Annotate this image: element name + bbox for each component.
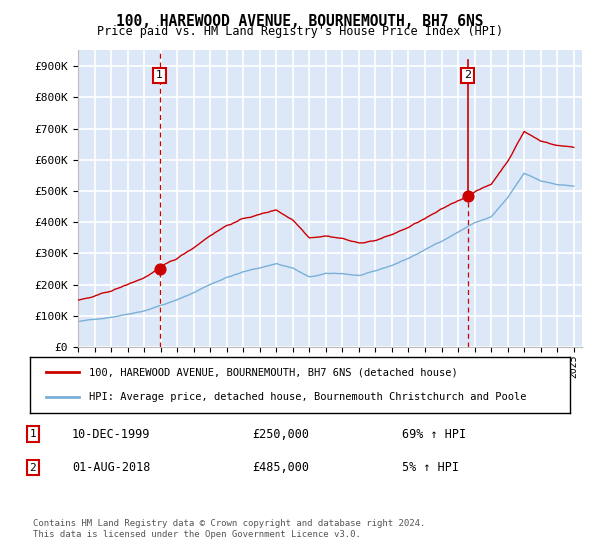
Text: 10-DEC-1999: 10-DEC-1999 xyxy=(72,427,151,441)
Text: 2: 2 xyxy=(29,463,37,473)
Text: £485,000: £485,000 xyxy=(252,461,309,474)
Text: 01-AUG-2018: 01-AUG-2018 xyxy=(72,461,151,474)
Text: 69% ↑ HPI: 69% ↑ HPI xyxy=(402,427,466,441)
Text: 100, HAREWOOD AVENUE, BOURNEMOUTH, BH7 6NS (detached house): 100, HAREWOOD AVENUE, BOURNEMOUTH, BH7 6… xyxy=(89,367,458,377)
Text: HPI: Average price, detached house, Bournemouth Christchurch and Poole: HPI: Average price, detached house, Bour… xyxy=(89,392,527,402)
Text: Contains HM Land Registry data © Crown copyright and database right 2024.
This d: Contains HM Land Registry data © Crown c… xyxy=(33,520,425,539)
Text: 100, HAREWOOD AVENUE, BOURNEMOUTH, BH7 6NS: 100, HAREWOOD AVENUE, BOURNEMOUTH, BH7 6… xyxy=(116,14,484,29)
Text: 5% ↑ HPI: 5% ↑ HPI xyxy=(402,461,459,474)
Text: 1: 1 xyxy=(156,71,163,81)
Text: Price paid vs. HM Land Registry's House Price Index (HPI): Price paid vs. HM Land Registry's House … xyxy=(97,25,503,38)
Text: 1: 1 xyxy=(29,429,37,439)
Point xyxy=(155,265,164,274)
Text: £250,000: £250,000 xyxy=(252,427,309,441)
Point xyxy=(463,191,472,200)
Text: 2: 2 xyxy=(464,71,471,81)
